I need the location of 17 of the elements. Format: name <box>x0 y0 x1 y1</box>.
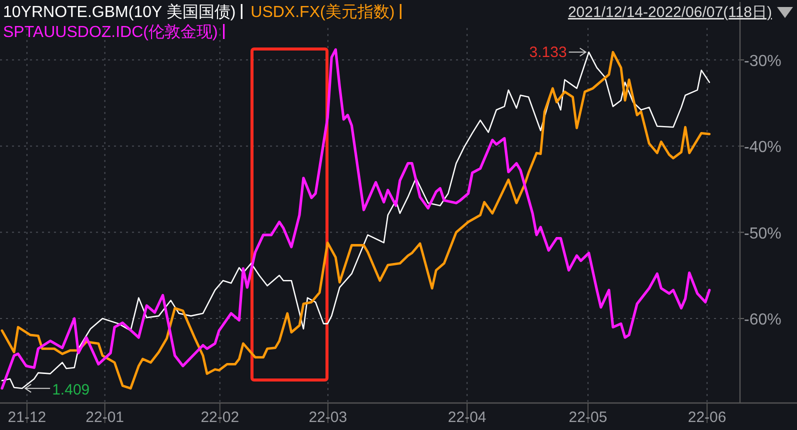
y-tick-label: -30% <box>744 52 782 70</box>
x-tick-label: 22-03 <box>308 409 348 426</box>
x-tick-label: 22-05 <box>568 409 608 426</box>
x-tick-label: 21-12 <box>8 409 46 426</box>
x-tick-label: 22-02 <box>200 409 240 426</box>
legend-label: SPTAUUSDOZ.IDC(伦敦金现) <box>3 23 218 41</box>
annotation: 1.409 <box>52 381 90 398</box>
chart-subtitle: 2021/12/14-2022/06/07(118日) <box>568 4 772 21</box>
y-tick-label: -60% <box>744 312 782 329</box>
x-tick-label: 22-01 <box>86 409 124 426</box>
annotation: 3.133 <box>529 44 567 62</box>
y-tick-label: -50% <box>744 225 782 242</box>
x-tick-label: 22-06 <box>688 409 726 426</box>
x-tick-label: 22-04 <box>448 409 486 426</box>
y-tick-label: -40% <box>744 139 782 156</box>
legend-label: 10YRNOTE.GBM(10Y 美国国债) <box>3 3 236 21</box>
legend-label: USDX.FX(美元指数) <box>250 3 395 21</box>
